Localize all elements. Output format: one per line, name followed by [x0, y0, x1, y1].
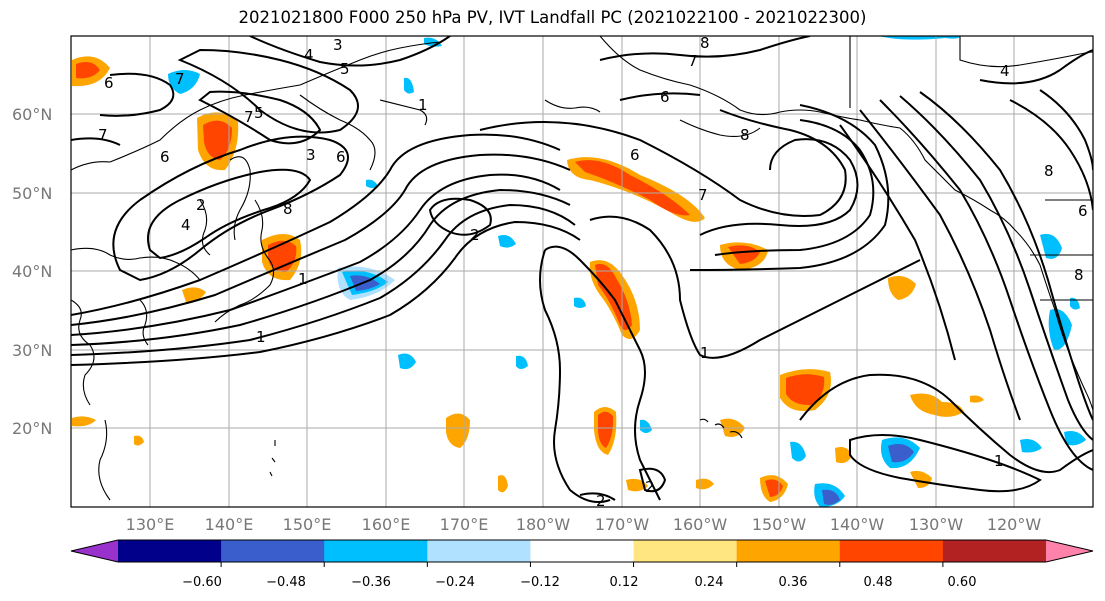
colorbar-segment — [118, 540, 222, 562]
contour-label: 3 — [306, 146, 316, 164]
contour-label: 6 — [660, 88, 670, 106]
lon-label: 120°W — [987, 515, 1042, 534]
lat-label-60n: 60°N — [12, 105, 52, 124]
colorbar-tick-label: −0.36 — [351, 575, 391, 590]
contour-label: 7 — [688, 52, 698, 70]
lon-label: 150°W — [752, 515, 807, 534]
lon-label: 170°E — [440, 515, 489, 534]
colorbar-tick-label: 0.12 — [610, 575, 639, 590]
colorbar-tick-label: 0.48 — [864, 575, 893, 590]
colorbar-tick-label: 0.24 — [695, 575, 724, 590]
colorbar-segment — [530, 540, 635, 562]
contour-label: 4 — [181, 216, 191, 234]
lon-label: 150°E — [283, 515, 332, 534]
lon-label: 140°W — [830, 515, 885, 534]
colorbar-tick-label: 0.60 — [948, 575, 977, 590]
colorbar-segment — [736, 540, 841, 562]
lat-label-50n: 50°N — [12, 184, 52, 203]
colorbar-tick-label: −0.12 — [520, 575, 560, 590]
colorbar-tick-label: −0.60 — [182, 575, 222, 590]
contour-label: 7 — [175, 70, 185, 88]
contour-label: 2 — [596, 492, 606, 510]
longitude-labels: 130°E 140°E 150°E 160°E 170°E 180°W 170°… — [126, 515, 1042, 534]
lon-label: 130°W — [909, 515, 964, 534]
contour-label: 7 — [98, 126, 108, 144]
colorbar-outline — [70, 539, 1094, 563]
contour-label: 6 — [160, 148, 170, 166]
colorbar-tick-labels: −0.60 −0.48 −0.36 −0.24 −0.12 0.12 0.24 … — [182, 575, 976, 590]
contour-label: 8 — [1074, 266, 1084, 284]
lat-label-40n: 40°N — [12, 262, 52, 281]
colorbar-tick-label: 0.36 — [779, 575, 808, 590]
colorbar-segment — [633, 540, 738, 562]
map-title: 2021021800 F000 250 hPa PV, IVT Landfall… — [238, 8, 867, 27]
colorbar-extend-high — [1046, 540, 1093, 562]
contour-label: 6 — [630, 146, 640, 164]
colorbar-segment — [324, 540, 428, 562]
contour-label: 1 — [418, 96, 428, 114]
colorbar-tick-label: −0.24 — [435, 575, 475, 590]
contour-label: 8 — [1044, 162, 1054, 180]
contour-label: 2 — [470, 226, 480, 244]
colorbar: −0.60 −0.48 −0.36 −0.24 −0.12 0.12 0.24 … — [70, 539, 1094, 590]
colorbar-segment — [839, 540, 944, 562]
contour-label: 6 — [1078, 202, 1088, 220]
lon-label: 160°E — [362, 515, 411, 534]
lon-label: 140°E — [205, 515, 254, 534]
lon-label: 180°W — [516, 515, 571, 534]
contour-label: 3 — [333, 36, 343, 54]
lon-label: 160°W — [673, 515, 728, 534]
contour-label: 8 — [283, 200, 293, 218]
contour-label: 6 — [104, 74, 114, 92]
colorbar-segment — [221, 540, 325, 562]
contour-label: 1 — [994, 452, 1004, 470]
contour-label: 1 — [700, 344, 710, 362]
contour-label: 6 — [336, 148, 346, 166]
contour-label: 4 — [1000, 62, 1010, 80]
pv-contours — [71, 36, 1093, 503]
contour-label: 7 — [244, 108, 254, 126]
latitude-labels: 60°N 50°N 40°N 30°N 20°N — [12, 105, 52, 438]
contour-label: 1 — [298, 270, 308, 288]
lon-label: 170°W — [595, 515, 650, 534]
contour-label: 5 — [340, 60, 350, 78]
contour-label: 1 — [256, 328, 266, 346]
contour-label: 2 — [645, 478, 655, 496]
contour-label: 2 — [196, 196, 206, 214]
colorbar-segment — [942, 540, 1047, 562]
contour-label: 4 — [304, 46, 314, 64]
colorbar-segments — [70, 539, 1094, 563]
lat-label-20n: 20°N — [12, 419, 52, 438]
colorbar-extend-low — [71, 540, 118, 562]
contour-labels: 3 4 5 7 6 7 7 6 5 4 3 2 1 8 6 6 2 1 8 6 … — [98, 34, 1088, 510]
contour-label: 7 — [698, 186, 708, 204]
contour-label: 8 — [740, 126, 750, 144]
colorbar-ticks — [220, 562, 944, 567]
colorbar-segment — [427, 540, 531, 562]
lon-label: 130°E — [126, 515, 175, 534]
colorbar-tick-label: −0.48 — [266, 575, 306, 590]
contour-label: 8 — [700, 34, 710, 52]
contour-label: 5 — [254, 104, 264, 122]
pv-positive-shading — [72, 56, 984, 502]
lat-label-30n: 30°N — [12, 341, 52, 360]
map-frame — [70, 35, 1094, 508]
